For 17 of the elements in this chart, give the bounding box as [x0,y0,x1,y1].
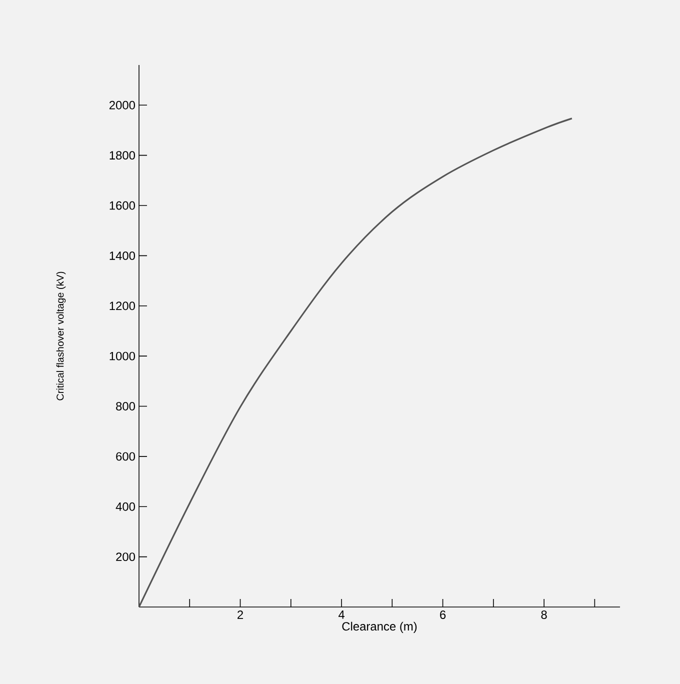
y-tick-label: 800 [116,402,136,410]
x-axis-title: Clearance (m) [342,622,417,633]
y-tick-label: 1200 [110,302,136,310]
y-axis-title: Critical flashover voltage (kV) [56,272,66,400]
y-tick-label: 1800 [110,151,136,160]
y-tick-label: 1600 [110,201,136,210]
x-tick-label: 4 [338,610,344,619]
x-tick-label: 8 [541,610,547,619]
y-tick-label: 1400 [110,251,136,260]
y-tick-label: 1000 [110,352,136,360]
y-tick-label: 2000 [109,100,136,110]
x-tick-label: 2 [238,610,243,619]
y-tick-label: 200 [116,552,136,562]
y-tick-label: 400 [116,502,136,511]
line-series [139,118,573,607]
y-tick-label: 600 [116,452,136,461]
x-tick-label: 6 [440,610,446,619]
